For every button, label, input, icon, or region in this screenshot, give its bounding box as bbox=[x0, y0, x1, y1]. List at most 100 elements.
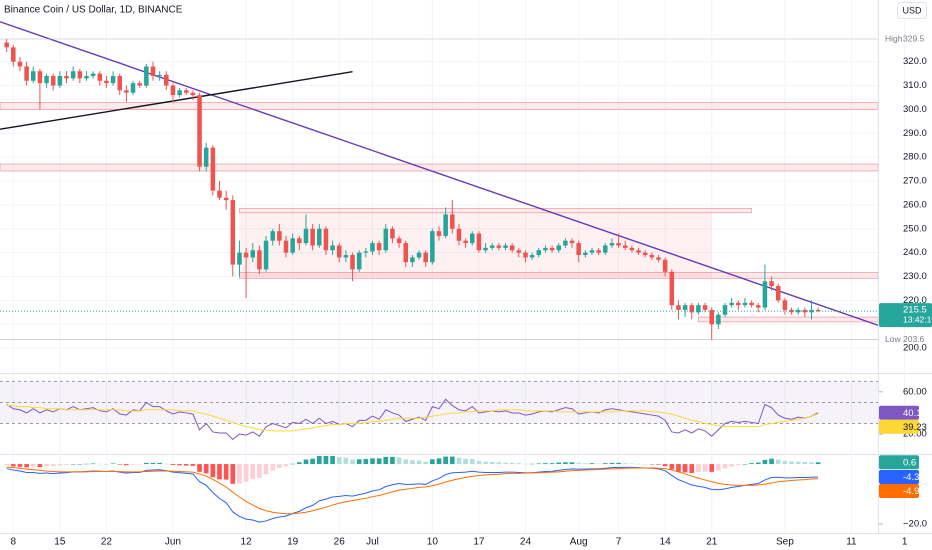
candle-body bbox=[463, 240, 468, 244]
histogram-bar bbox=[110, 463, 116, 465]
histogram-bar bbox=[390, 456, 395, 465]
histogram-bar bbox=[682, 464, 688, 473]
candle-body bbox=[203, 147, 209, 167]
histogram-bar bbox=[689, 464, 695, 474]
macd-last-value: -4.9 bbox=[903, 486, 919, 497]
histogram-bar bbox=[709, 464, 715, 472]
histogram-bar bbox=[576, 462, 582, 465]
currency-label[interactable]: USD bbox=[902, 5, 922, 15]
histogram-bar bbox=[130, 464, 136, 465]
histogram-bar bbox=[163, 463, 169, 465]
y-tick-label: 200.0 bbox=[903, 343, 927, 354]
candle-body bbox=[197, 95, 202, 167]
zone bbox=[698, 316, 878, 323]
y-tick-label: 240.0 bbox=[903, 247, 927, 258]
histogram-bar bbox=[676, 464, 681, 472]
histogram-bar bbox=[10, 464, 16, 467]
candle-body bbox=[576, 243, 581, 256]
candle-body bbox=[689, 305, 695, 313]
histogram-bar bbox=[257, 464, 262, 478]
candle-body bbox=[37, 71, 43, 84]
histogram-bar bbox=[77, 464, 83, 465]
x-tick-label: 14 bbox=[660, 537, 672, 548]
y-tick-label: 270.0 bbox=[903, 176, 927, 187]
histogram-bar bbox=[476, 460, 482, 465]
histogram-bar bbox=[596, 463, 601, 465]
price-pane bbox=[0, 21, 878, 340]
candle-body bbox=[363, 251, 369, 253]
histogram-bar bbox=[795, 461, 801, 465]
candle-body bbox=[729, 302, 734, 306]
x-tick-label: 8 bbox=[11, 537, 17, 548]
histogram-bar bbox=[144, 462, 149, 465]
candle-body bbox=[4, 42, 9, 48]
macd-pane bbox=[4, 456, 821, 523]
candle-body bbox=[370, 243, 375, 252]
candle-body bbox=[323, 228, 329, 251]
currency-button[interactable] bbox=[897, 2, 927, 19]
histogram-bar bbox=[117, 464, 123, 465]
candle-body bbox=[789, 309, 794, 313]
candle-body bbox=[237, 252, 242, 265]
histogram-bar bbox=[416, 460, 422, 465]
histogram-bar bbox=[210, 464, 216, 478]
candle-body bbox=[24, 66, 29, 81]
candle-body bbox=[396, 238, 402, 244]
y-tick-label: 250.0 bbox=[903, 223, 927, 234]
y-tick-label: 260.0 bbox=[903, 199, 927, 210]
macd-last-value: 0.6 bbox=[903, 457, 916, 468]
histogram-bar bbox=[642, 464, 648, 465]
candle-body bbox=[529, 255, 535, 258]
histogram-bar bbox=[37, 464, 43, 468]
histogram-bar bbox=[203, 464, 209, 474]
indicator-line bbox=[6, 466, 819, 515]
candle-body bbox=[330, 245, 335, 251]
histogram-bar bbox=[410, 460, 415, 465]
candle-body bbox=[383, 228, 389, 251]
macd-last-value-bg bbox=[879, 469, 919, 484]
histogram-bar bbox=[483, 461, 488, 465]
x-tick-label: 15 bbox=[54, 537, 66, 548]
last-price-bg bbox=[879, 303, 932, 328]
candle-body bbox=[11, 47, 16, 62]
candle-body bbox=[44, 76, 49, 84]
histogram-bar bbox=[30, 464, 36, 467]
rsi-pane bbox=[0, 380, 878, 440]
histogram-bar bbox=[569, 462, 575, 465]
histogram-bar bbox=[430, 459, 435, 465]
y-tick-label: 320.0 bbox=[903, 56, 927, 67]
candle-body bbox=[17, 61, 23, 67]
histogram-bar bbox=[463, 458, 468, 465]
x-tick-label: 17 bbox=[473, 537, 485, 548]
candle-body bbox=[390, 228, 395, 239]
candle-body bbox=[702, 305, 708, 310]
candle-body bbox=[569, 240, 575, 244]
histogram-bar bbox=[17, 464, 23, 467]
histogram-bar bbox=[735, 464, 741, 466]
candle-body bbox=[84, 76, 89, 79]
histogram-bar bbox=[509, 462, 515, 465]
candle-body bbox=[676, 305, 681, 310]
candle-body bbox=[50, 76, 56, 86]
histogram-bar bbox=[815, 462, 821, 465]
candle-body bbox=[130, 83, 136, 93]
candle-body bbox=[443, 214, 448, 236]
rsi-last-value-bg bbox=[879, 405, 919, 420]
histogram-bar bbox=[755, 462, 761, 465]
histogram-bar bbox=[310, 458, 315, 465]
candle-body bbox=[157, 74, 162, 76]
x-tick-label: 1 bbox=[902, 537, 908, 548]
axes: 8 15 22 Jun 12 19 26 Jul 10 17 24 Aug 7 14 21 Sep 11 1320… bbox=[11, 33, 932, 548]
histogram-bar bbox=[237, 464, 242, 484]
candle-body bbox=[170, 85, 176, 96]
x-tick-label: Jun bbox=[165, 537, 181, 548]
histogram-bar bbox=[177, 464, 182, 466]
candle-body bbox=[57, 76, 63, 86]
histogram-bar bbox=[336, 457, 342, 465]
histogram-bar bbox=[137, 464, 143, 465]
candle-body bbox=[622, 245, 628, 248]
histogram-bar bbox=[383, 456, 389, 465]
indicator-line bbox=[6, 405, 819, 432]
range-box bbox=[239, 212, 712, 278]
